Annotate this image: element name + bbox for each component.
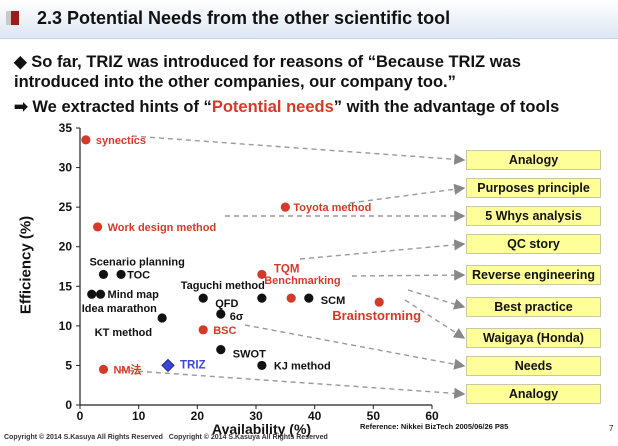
point-toyota-method (280, 202, 290, 212)
dashed-arrow (404, 299, 466, 339)
hint-box: Purposes principle (466, 178, 601, 198)
point-label-triz: TRIZ (180, 359, 206, 371)
point-nm- (98, 364, 109, 374)
title-bullet-icon (6, 11, 19, 25)
title-bar: 2.3 Potential Needs from the other scien… (0, 0, 618, 39)
dashed-arrow (299, 239, 466, 260)
point-label-idea-marathon: Idea marathon (82, 303, 157, 315)
x-tick-label: 0 (77, 409, 84, 423)
point-scm (304, 293, 314, 303)
body-line-1: ◆ So far, TRIZ was introduced for reason… (14, 53, 521, 71)
copyright-left: Copyright © 2014 S.Kasuya All Rights Res… (4, 434, 163, 441)
point-label-tqm: TQM (274, 263, 300, 275)
point-work-design-method (93, 222, 103, 232)
x-tick-label: 30 (249, 409, 263, 423)
point-bsc (198, 325, 208, 335)
point-benchmarking (286, 293, 296, 303)
y-tick-label: 30 (59, 161, 73, 175)
arrows-layer (119, 135, 466, 399)
point-label-mind-map: Mind map (108, 289, 160, 301)
hint-box: Reverse engineering (466, 265, 601, 285)
line3-prefix: ➡ We extracted hints of “ (14, 98, 212, 116)
x-tick-label: 50 (367, 409, 381, 423)
point-scenario-planning (98, 269, 109, 280)
hint-box: Best practice (466, 297, 601, 317)
point-label-toyota-method: Toyota method (293, 202, 371, 214)
y-tick-label: 0 (65, 398, 72, 412)
point-label-scenario-planning: Scenario planning (89, 256, 184, 268)
x-tick-label: 60 (425, 409, 439, 423)
chart-axes: 0 5 10 15 20 25 30 35 0 10 20 30 40 50 60 (59, 121, 439, 423)
point-kt-method (157, 313, 167, 323)
x-axis-label: Availability (%) (212, 421, 312, 437)
y-tick-label: 15 (59, 279, 73, 293)
y-axis-label: Efficiency (%) (17, 215, 35, 315)
point-mind-map (95, 289, 106, 299)
copyright-right: Copyright © 2014 S.Kasuya All Rights Res… (168, 434, 328, 441)
hint-box: QC story (466, 234, 601, 254)
point-label-taguchi-method: Taguchi method (181, 280, 265, 292)
y-tick-label: 20 (59, 240, 73, 254)
footer: Copyright © 2014 S.Kasuya All Rights Res… (4, 434, 328, 441)
dashed-arrow (119, 369, 466, 399)
point-label-scm: SCM (321, 295, 345, 307)
line3-highlight: Potential needs (211, 98, 334, 116)
dashed-arrow (244, 324, 466, 370)
hint-box: Waigaya (Honda) (466, 328, 601, 348)
point-label-6-: 6σ (230, 311, 244, 323)
reference-note: Reference: Nikkei BizTech 2005/06/26 P85 (360, 422, 509, 431)
dashed-arrow (407, 289, 466, 310)
line3-suffix: ” with the advantage of tools (333, 98, 560, 116)
point-label-kt-method: KT method (95, 327, 152, 339)
x-tick-label: 40 (308, 409, 322, 423)
dashed-arrow (349, 183, 466, 204)
point-label-swot: SWOT (233, 349, 266, 361)
point-6- (216, 309, 226, 319)
y-tick-label: 10 (59, 319, 73, 333)
point-label-kj-method: KJ method (274, 360, 331, 372)
body-line-2: introduced into the other companies, our… (14, 73, 456, 91)
page-number: 7 (609, 424, 614, 433)
page-title: 2.3 Potential Needs from the other scien… (37, 8, 451, 28)
hint-box: Needs (466, 356, 601, 376)
y-tick-label: 25 (59, 200, 73, 214)
point-label-work-design-method: Work design method (108, 222, 217, 234)
hint-box: 5 Whys analysis (466, 206, 601, 226)
point-label-benchmarking: Benchmarking (264, 275, 340, 287)
point-swot (216, 345, 226, 355)
chart-marks: synectics Work design method Toyota method… (81, 135, 421, 376)
x-tick-label: 10 (132, 409, 146, 423)
point-taguchi-method (257, 293, 267, 303)
hint-box: Analogy (466, 150, 601, 170)
point-label-brainstorming: Brainstorming (332, 308, 421, 323)
point-brainstorming (374, 297, 384, 307)
point-tqm (257, 269, 267, 280)
point-kj-method (257, 360, 267, 371)
y-tick-label: 35 (59, 121, 73, 135)
body-line-3: ➡ We extracted hints of “Potential needs… (14, 97, 559, 117)
dashed-arrow (351, 269, 466, 281)
point-label-toc: TOC (127, 269, 150, 281)
point-label-synectics: synectics (96, 135, 146, 147)
point-idea-marathon (87, 289, 97, 299)
point-triz (161, 358, 175, 373)
hint-box: Analogy (466, 384, 601, 404)
dashed-arrow (131, 135, 466, 165)
point-label-qfd: QFD (215, 298, 238, 310)
point-label-bsc: BSC (213, 325, 236, 337)
x-tick-label: 20 (191, 409, 205, 423)
point-synectics (81, 135, 91, 145)
point-label-nm-: NM法 (113, 362, 141, 376)
point-toc (116, 269, 126, 280)
y-tick-label: 5 (65, 358, 72, 372)
point-qfd (198, 293, 208, 303)
